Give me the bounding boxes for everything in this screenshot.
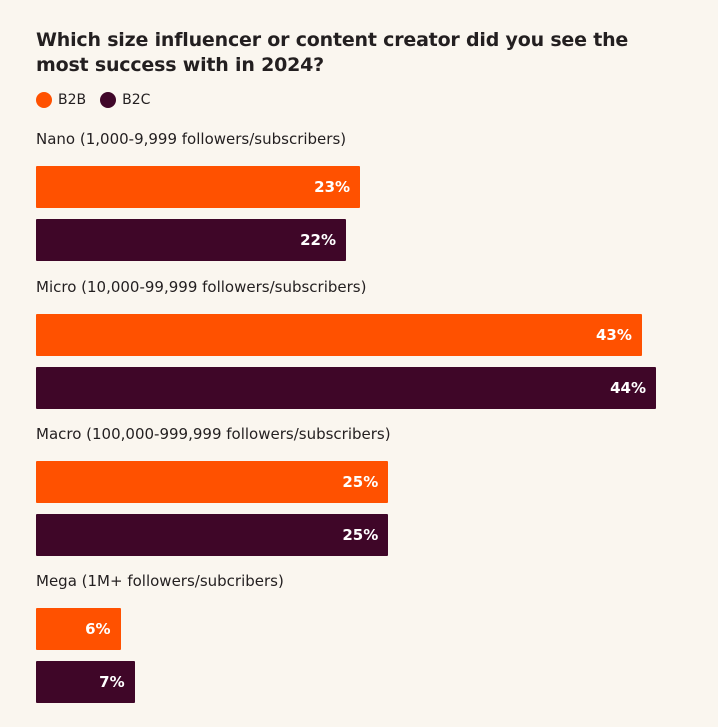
bar-b2b: 6% xyxy=(36,608,121,650)
legend-label-b2c: B2C xyxy=(122,92,151,108)
data-label: 25% xyxy=(342,526,379,544)
legend: B2B B2C xyxy=(36,92,164,108)
bar-b2c: 7% xyxy=(36,661,135,703)
category-label: Nano (1,000-9,999 followers/subscribers) xyxy=(36,130,347,148)
category-label: Micro (10,000-99,999 followers/subscribe… xyxy=(36,278,367,296)
bar-b2c: 25% xyxy=(36,514,389,556)
category-label: Macro (100,000-999,999 followers/subscri… xyxy=(36,425,391,443)
data-label: 43% xyxy=(596,326,632,344)
bar-b2b: 25% xyxy=(36,461,389,503)
data-label: 22% xyxy=(300,231,336,249)
legend-item-b2c: B2C xyxy=(100,92,150,108)
data-label: 6% xyxy=(85,620,111,638)
bar-b2b: 43% xyxy=(36,314,642,356)
data-label: 25% xyxy=(342,473,379,491)
bar-b2c: 22% xyxy=(36,219,346,261)
legend-label-b2b: B2B xyxy=(58,92,87,108)
category-label: Mega (1M+ followers/subcribers) xyxy=(36,572,284,590)
data-label: 23% xyxy=(314,178,351,196)
bar-b2b: 23% xyxy=(36,166,361,208)
legend-swatch-b2b xyxy=(36,92,52,108)
chart-title: Which size influencer or content creator… xyxy=(36,29,629,76)
data-label: 44% xyxy=(610,379,646,397)
bar-b2c: 44% xyxy=(36,367,656,409)
data-label: 7% xyxy=(99,673,125,691)
legend-item-b2b: B2B xyxy=(36,92,86,108)
legend-swatch-b2c xyxy=(100,92,117,108)
